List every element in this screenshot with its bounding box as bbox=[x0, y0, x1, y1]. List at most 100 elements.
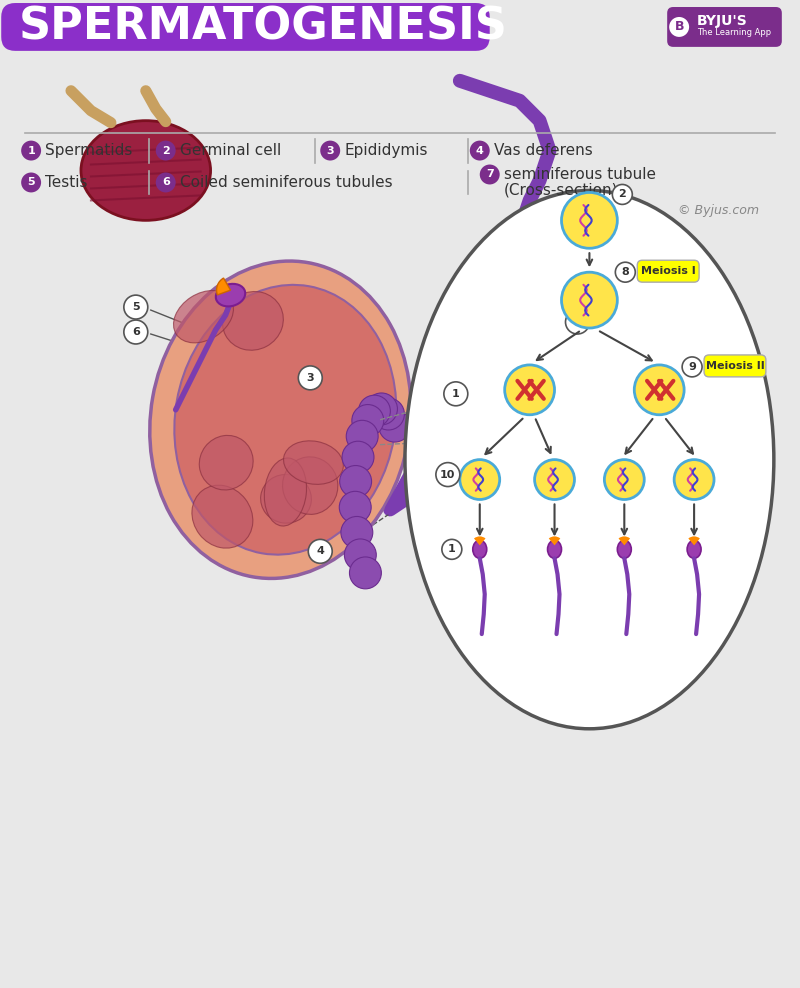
Circle shape bbox=[674, 459, 714, 500]
Ellipse shape bbox=[687, 540, 701, 558]
Ellipse shape bbox=[283, 441, 343, 484]
Circle shape bbox=[542, 321, 562, 341]
Ellipse shape bbox=[150, 261, 411, 578]
Circle shape bbox=[341, 517, 373, 548]
Circle shape bbox=[460, 459, 500, 500]
Ellipse shape bbox=[547, 540, 562, 558]
Circle shape bbox=[615, 262, 635, 283]
Text: 1: 1 bbox=[448, 544, 456, 554]
Text: 2: 2 bbox=[618, 190, 626, 200]
Circle shape bbox=[669, 17, 689, 37]
Text: 3: 3 bbox=[306, 372, 314, 383]
Circle shape bbox=[634, 365, 684, 415]
Circle shape bbox=[124, 320, 148, 344]
Circle shape bbox=[444, 381, 468, 406]
Circle shape bbox=[342, 442, 374, 473]
Circle shape bbox=[498, 321, 517, 341]
Ellipse shape bbox=[473, 540, 486, 558]
Text: 1: 1 bbox=[452, 389, 460, 399]
Circle shape bbox=[558, 338, 578, 358]
Ellipse shape bbox=[222, 291, 283, 350]
Text: The Learning App: The Learning App bbox=[697, 29, 771, 38]
Text: 2: 2 bbox=[162, 145, 170, 155]
Circle shape bbox=[344, 538, 376, 571]
Text: 5: 5 bbox=[27, 178, 35, 188]
Text: 6: 6 bbox=[132, 327, 140, 337]
FancyBboxPatch shape bbox=[667, 7, 782, 46]
Text: 8: 8 bbox=[622, 267, 629, 278]
Circle shape bbox=[124, 295, 148, 319]
Circle shape bbox=[352, 404, 384, 437]
Text: SPERMATOGENESIS: SPERMATOGENESIS bbox=[19, 6, 508, 48]
Circle shape bbox=[604, 459, 644, 500]
Wedge shape bbox=[217, 278, 230, 294]
Circle shape bbox=[346, 420, 378, 453]
Wedge shape bbox=[618, 536, 630, 545]
Circle shape bbox=[481, 382, 501, 402]
Text: 1: 1 bbox=[27, 145, 35, 155]
Circle shape bbox=[562, 273, 618, 328]
Ellipse shape bbox=[618, 540, 631, 558]
Circle shape bbox=[156, 173, 176, 193]
Circle shape bbox=[320, 140, 340, 160]
Text: © Byjus.com: © Byjus.com bbox=[678, 204, 759, 217]
Circle shape bbox=[350, 557, 382, 589]
Text: BYJU'S: BYJU'S bbox=[697, 14, 748, 28]
Ellipse shape bbox=[192, 485, 253, 548]
Circle shape bbox=[470, 140, 490, 160]
Circle shape bbox=[436, 462, 460, 486]
Circle shape bbox=[558, 382, 578, 402]
Circle shape bbox=[505, 365, 554, 415]
Text: 10: 10 bbox=[440, 469, 455, 479]
Circle shape bbox=[358, 395, 390, 427]
Circle shape bbox=[542, 399, 562, 419]
FancyBboxPatch shape bbox=[2, 3, 490, 50]
Ellipse shape bbox=[282, 456, 338, 515]
Text: 2: 2 bbox=[574, 317, 582, 327]
Text: 3: 3 bbox=[326, 145, 334, 155]
Circle shape bbox=[498, 399, 517, 419]
Text: (Cross-section): (Cross-section) bbox=[504, 183, 618, 198]
Circle shape bbox=[308, 539, 332, 563]
Ellipse shape bbox=[405, 191, 774, 729]
Wedge shape bbox=[688, 536, 700, 545]
Ellipse shape bbox=[174, 285, 396, 554]
Circle shape bbox=[21, 140, 41, 160]
FancyBboxPatch shape bbox=[704, 355, 766, 376]
Circle shape bbox=[442, 539, 462, 559]
Text: 4: 4 bbox=[316, 546, 324, 556]
Circle shape bbox=[480, 165, 500, 185]
Circle shape bbox=[339, 491, 371, 524]
Circle shape bbox=[298, 366, 322, 390]
Text: Vas deferens: Vas deferens bbox=[494, 143, 593, 158]
Text: 4: 4 bbox=[476, 145, 484, 155]
Text: Coiled seminiferous tubules: Coiled seminiferous tubules bbox=[180, 175, 392, 190]
Circle shape bbox=[516, 356, 543, 384]
Text: 6: 6 bbox=[162, 178, 170, 188]
Text: B: B bbox=[674, 21, 684, 34]
Circle shape bbox=[465, 305, 594, 435]
Ellipse shape bbox=[264, 458, 306, 526]
FancyBboxPatch shape bbox=[638, 260, 699, 283]
Ellipse shape bbox=[174, 290, 234, 343]
Circle shape bbox=[340, 465, 371, 497]
Circle shape bbox=[565, 360, 585, 379]
Circle shape bbox=[520, 405, 539, 425]
Wedge shape bbox=[474, 536, 486, 545]
Ellipse shape bbox=[199, 436, 253, 490]
Text: Epididymis: Epididymis bbox=[344, 143, 428, 158]
Circle shape bbox=[373, 398, 404, 430]
Text: 7: 7 bbox=[486, 170, 494, 180]
Circle shape bbox=[481, 338, 501, 358]
Text: 9: 9 bbox=[688, 362, 696, 371]
Circle shape bbox=[612, 185, 632, 205]
Circle shape bbox=[520, 315, 539, 335]
Wedge shape bbox=[549, 536, 560, 545]
Text: 5: 5 bbox=[132, 302, 140, 312]
Text: seminiferous tubule: seminiferous tubule bbox=[504, 167, 656, 182]
Circle shape bbox=[378, 410, 410, 442]
Text: Germinal cell: Germinal cell bbox=[180, 143, 281, 158]
Circle shape bbox=[682, 357, 702, 376]
Circle shape bbox=[366, 393, 398, 425]
Circle shape bbox=[534, 459, 574, 500]
